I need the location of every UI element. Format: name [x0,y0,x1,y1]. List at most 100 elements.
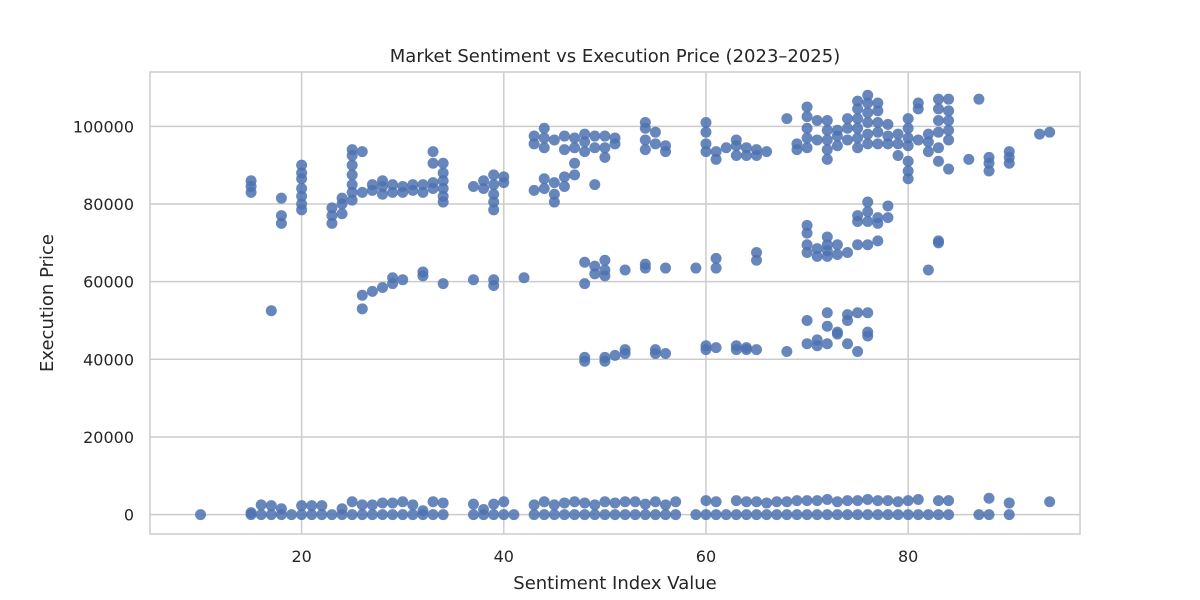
scatter-point [558,144,570,156]
scatter-point [579,136,591,148]
scatter-point [346,169,358,181]
scatter-point [589,179,601,191]
scatter-point [629,509,641,521]
scatter-point [346,179,358,191]
scatter-point [821,307,833,319]
scatter-point [427,146,439,158]
scatter-point [922,509,934,521]
scatter-point [1003,509,1015,521]
scatter-point [1003,146,1015,158]
scatter-point [1044,496,1056,508]
scatter-point [467,509,479,521]
scatter-point [589,499,601,511]
scatter-point [265,305,277,317]
scatter-point [781,496,793,508]
scatter-point [700,509,712,521]
scatter-point [387,509,399,521]
scatter-point [478,175,490,187]
scatter-point [720,142,732,154]
scatter-point [862,215,874,227]
scatter-point [629,496,641,508]
scatter-point [397,274,409,286]
scatter-point [730,495,742,507]
scatter-point [326,210,338,222]
scatter-point [346,144,358,156]
scatter-point [791,509,803,521]
scatter-point [488,169,500,181]
scatter-point [417,179,429,191]
scatter-point [801,338,813,350]
scatter-point [528,184,540,196]
scatter-point [609,349,621,361]
scatter-point [912,509,924,521]
scatter-point [730,340,742,352]
scatter-point [599,264,611,276]
scatter-point [700,146,712,158]
scatter-point [498,171,510,183]
scatter-point [801,219,813,231]
scatter-point [801,314,813,326]
scatter-point [619,496,631,508]
scatter-point [700,126,712,138]
scatter-point [882,212,894,224]
scatter-point [649,509,661,521]
scatter-point [932,115,944,127]
scatter-point [245,175,257,187]
scatter-point [902,140,914,152]
scatter-point [821,239,833,251]
scatter-point [892,496,904,508]
y-axis-label: Execution Price [37,234,58,372]
scatter-point [275,503,287,515]
scatter-point [437,175,449,187]
scatter-point [346,509,358,521]
scatter-point [619,264,631,276]
scatter-point [387,186,399,198]
scatter-point [811,334,823,346]
scatter-point [862,89,874,101]
scatter-point [963,153,975,165]
scatter-point [579,509,591,521]
scatter-point [862,307,874,319]
scatter-point [589,130,601,142]
scatter-point [336,503,348,515]
scatter-point [619,509,631,521]
scatter-point [821,338,833,350]
scatter-point [922,264,934,276]
scatter-point [852,307,864,319]
scatter-point [548,177,560,189]
scatter-point [609,509,621,521]
scatter-point [599,254,611,266]
scatter-point [801,132,813,144]
scatter-point [831,140,843,152]
scatter-point [852,113,864,125]
scatter-point [842,309,853,321]
scatter-point [862,128,874,140]
scatter-point [296,167,308,179]
scatter-point [902,509,914,521]
scatter-point [821,320,833,332]
scatter-point [751,344,763,356]
scatter-point [569,142,581,154]
scatter-point [377,188,388,200]
scatter-point [366,499,378,511]
scatter-point [892,509,904,521]
scatter-point [811,243,823,255]
scatter-point [902,155,914,167]
scatter-point [852,346,864,358]
scatter-point [1034,128,1046,140]
scatter-point [902,173,914,185]
scatter-point [912,134,924,146]
data-points [195,89,1056,521]
scatter-point [751,496,763,508]
scatter-point [356,499,368,511]
scatter-point [932,235,944,247]
scatter-point [740,509,752,521]
scatter-point [296,509,308,521]
x-tick-label: 20 [291,547,311,566]
scatter-point [771,509,783,521]
scatter-point [346,186,358,198]
scatter-point [377,281,388,293]
y-tick-label: 20000 [83,428,134,447]
scatter-point [761,509,773,521]
scatter-point [488,204,500,216]
